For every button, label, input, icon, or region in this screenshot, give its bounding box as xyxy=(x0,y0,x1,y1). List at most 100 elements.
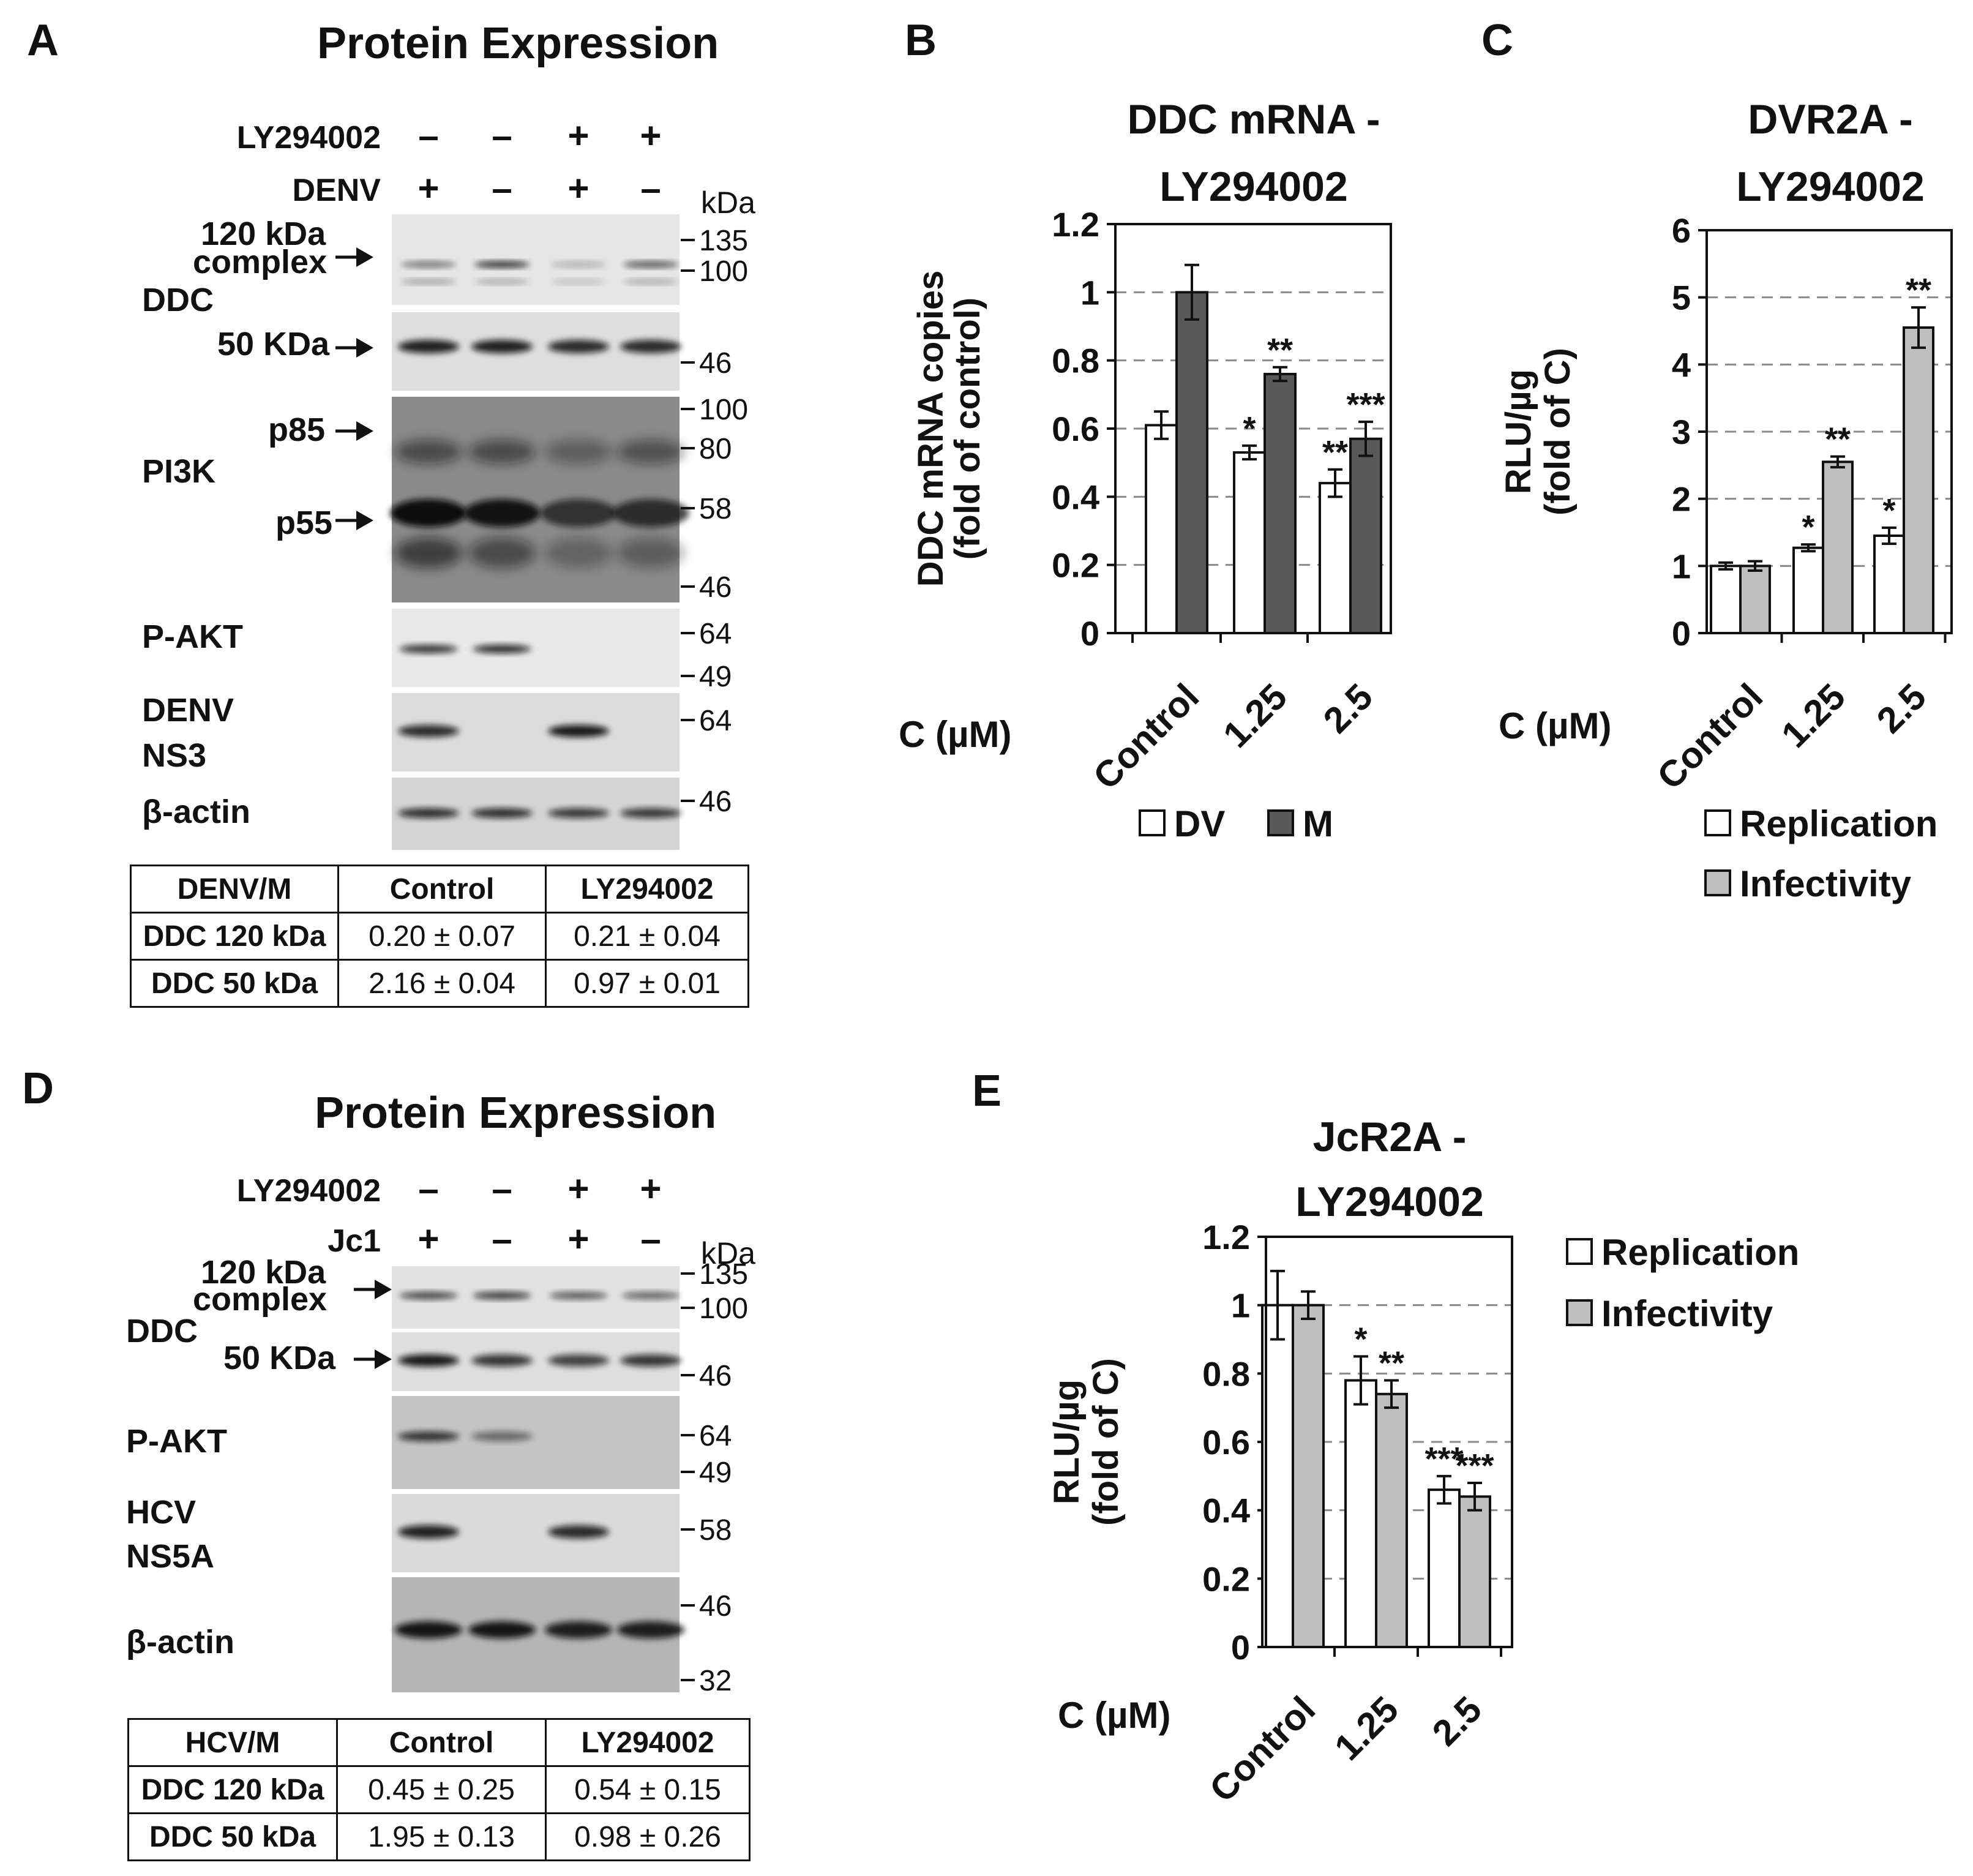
marker-label: 46 xyxy=(699,1360,732,1392)
blot-band xyxy=(401,261,456,268)
arrow-head xyxy=(356,338,373,358)
blot-strip xyxy=(392,1396,680,1489)
y-tick-label: 3 xyxy=(1672,413,1691,451)
blot-band xyxy=(473,1292,531,1299)
table-header-row: DENV/M Control LY294002 xyxy=(130,865,749,914)
table-header-cell: Control xyxy=(337,865,547,914)
bar xyxy=(1344,1379,1377,1648)
table-header-cell: HCV/M xyxy=(127,1718,338,1767)
blot-band xyxy=(471,1354,533,1367)
blot-label: complex xyxy=(193,244,327,280)
table-header-row: HCV/M Control LY294002 xyxy=(127,1718,751,1767)
blot-strip xyxy=(392,214,680,305)
significance-label: ** xyxy=(1267,332,1293,369)
treatment-label: LY294002 xyxy=(237,120,381,156)
x-tick-label: Control xyxy=(1649,676,1770,797)
blot-label: 120 kDa xyxy=(201,216,326,252)
quant-table-A: DENV/M Control LY294002 DDC 120 kDa 0.20… xyxy=(130,865,749,1008)
blot-label: 50 KDa xyxy=(217,326,330,362)
blot-band xyxy=(471,1431,533,1441)
chart-title: LY294002 xyxy=(1159,163,1348,210)
blot-label: DDC xyxy=(142,282,214,318)
bar xyxy=(1739,565,1771,634)
bar xyxy=(1292,1304,1325,1649)
significance-label: * xyxy=(1802,509,1814,546)
arrow-head xyxy=(375,1280,392,1299)
blot-label: P-AKT xyxy=(142,618,243,655)
y-axis-label: (fold of control) xyxy=(948,298,987,560)
blot-label: 120 kDa xyxy=(201,1254,326,1291)
blot-label: complex xyxy=(193,1281,327,1318)
treatment-sign: + xyxy=(567,168,589,209)
treatment-sign: + xyxy=(417,1218,439,1259)
blot-band xyxy=(623,261,678,268)
blot-panel-A: A Protein Expression LY294002 – – + + DENV + – + – k… xyxy=(27,16,755,850)
treatment-sign: – xyxy=(640,1218,661,1259)
blot-band xyxy=(548,808,609,818)
marker-label: 64 xyxy=(699,618,732,650)
blot-band xyxy=(395,440,462,464)
treatment-sign: + xyxy=(567,1218,589,1259)
treatment-label: DENV xyxy=(293,173,381,208)
treatment-sign: – xyxy=(418,1168,438,1209)
x-tick-label: 2.5 xyxy=(1316,676,1380,741)
significance-label: ** xyxy=(1322,434,1348,471)
bar xyxy=(1375,1392,1408,1648)
chart-title: LY294002 xyxy=(1295,1179,1484,1225)
y-tick-label: 6 xyxy=(1672,211,1691,250)
plot-frame xyxy=(1114,223,1392,634)
y-tick-label: 1.2 xyxy=(1052,205,1099,244)
x-tick-label: Control xyxy=(1085,676,1207,797)
legend-label: DV xyxy=(1174,803,1225,844)
significance-label: *** xyxy=(1346,386,1385,423)
table-cell: 2.16 ± 0.04 xyxy=(337,959,547,1008)
table-cell: 0.45 ± 0.25 xyxy=(336,1765,547,1814)
y-axis-label: DDC mRNA copies xyxy=(911,271,951,587)
y-tick-label: 0 xyxy=(1231,1628,1250,1667)
treatment-sign: – xyxy=(640,168,661,209)
significance-label: * xyxy=(1354,1321,1367,1357)
blot-band xyxy=(623,279,678,284)
marker-label: 100 xyxy=(699,255,748,288)
table-cell: 0.20 ± 0.07 xyxy=(337,912,547,961)
marker-label: 64 xyxy=(699,705,732,737)
marker-label: 58 xyxy=(699,1514,732,1547)
blot-band xyxy=(549,1292,608,1299)
blot-band xyxy=(398,340,459,353)
table-row: DDC 120 kDa 0.20 ± 0.07 0.21 ± 0.04 xyxy=(130,912,749,961)
marker-label: 135 xyxy=(699,1258,748,1291)
panel-letter: A xyxy=(27,16,59,65)
x-axis-label: C (µM) xyxy=(1058,1695,1171,1736)
y-axis-label: RLU/µg xyxy=(1499,369,1538,494)
treatment-sign: + xyxy=(640,1168,661,1209)
treatment-sign: – xyxy=(492,1168,512,1209)
legend-swatch xyxy=(1267,809,1294,836)
legend-swatch xyxy=(1704,809,1731,836)
kda-unit-label: kDa xyxy=(701,186,755,220)
marker-label: 46 xyxy=(699,1590,732,1623)
bar xyxy=(1145,424,1178,635)
blot-band xyxy=(395,1621,462,1638)
blot-band xyxy=(398,725,459,737)
y-tick-label: 0.4 xyxy=(1202,1491,1250,1530)
blot-band xyxy=(471,340,533,353)
marker-label: 135 xyxy=(699,225,748,257)
blot-band xyxy=(471,808,533,818)
blot-band xyxy=(620,808,681,818)
blot-band xyxy=(620,1354,681,1367)
chart-title: JcR2A - xyxy=(1313,1114,1467,1160)
blot-label: β-actin xyxy=(142,794,250,830)
y-axis-label: (fold of C) xyxy=(1086,1358,1126,1526)
y-tick-label: 0.2 xyxy=(1052,546,1099,585)
legend-label: Replication xyxy=(1740,803,1937,844)
bar xyxy=(1903,326,1934,634)
blot-band xyxy=(612,499,689,527)
legend-label: Infectivity xyxy=(1740,863,1912,904)
y-tick-label: 1 xyxy=(1231,1286,1250,1325)
marker-label: 64 xyxy=(699,1420,732,1452)
table-cell: 0.54 ± 0.15 xyxy=(545,1765,751,1814)
marker-label: 49 xyxy=(699,661,732,693)
treatment-sign: + xyxy=(567,115,589,156)
